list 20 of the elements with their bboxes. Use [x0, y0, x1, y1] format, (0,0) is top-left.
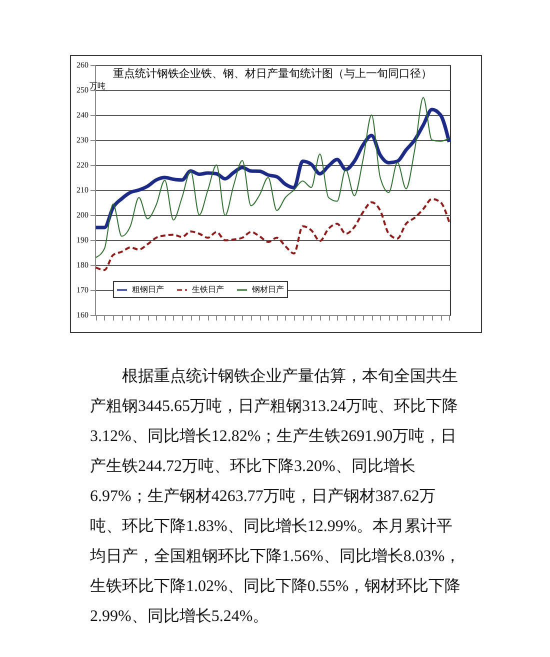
y-tick-label: 200 [76, 210, 88, 220]
y-tick-label: 210 [76, 186, 88, 194]
text: 根据重点统计钢铁企业产量估算，本旬全国共生产粗钢3445.65万吨，日产粗钢313.24万吨、环比下降3.12%、同比增长12.82%；生产生铁2691.90万吨，日产生铁244.72万吨、环比下降3.20%、同比增长6.97%；生产钢材4263.77万吨，日产钢材387.62万吨、环比下降1.83%、同比增长12.99%。本月累计平均日产，全国粗钢环比下降1.56%、同比增长8.03%，生铁环比下降1.02%、同比下降0.55%，钢材环比下降2.99%、同比增长5.24%。 [90, 368, 461, 625]
line-series [94, 198, 450, 271]
y-tick-label: 160 [76, 310, 88, 320]
y-tick-label: 220 [76, 160, 88, 170]
legend-label: 粗钢日产 [132, 285, 164, 294]
line-series [94, 108, 451, 230]
y-tick-label: 170 [76, 286, 88, 294]
y-tick-label: 230 [76, 136, 88, 144]
line-series [95, 97, 450, 258]
y-tick-label: 260 [76, 60, 88, 70]
y-tick-label: 190 [76, 236, 88, 244]
legend-label: 生铁日产 [192, 285, 224, 294]
y-tick-label: 250 [76, 86, 88, 94]
legend-label: 钢材日产 [251, 285, 284, 294]
chart-title: 重点统计钢铁企业铁、钢、材日产量旬统计图（与上一旬同口径） [113, 67, 432, 80]
y-axis-title: 万吨 [90, 82, 106, 90]
y-tick-label: 180 [76, 260, 88, 270]
y-tick-label: 240 [76, 110, 88, 120]
